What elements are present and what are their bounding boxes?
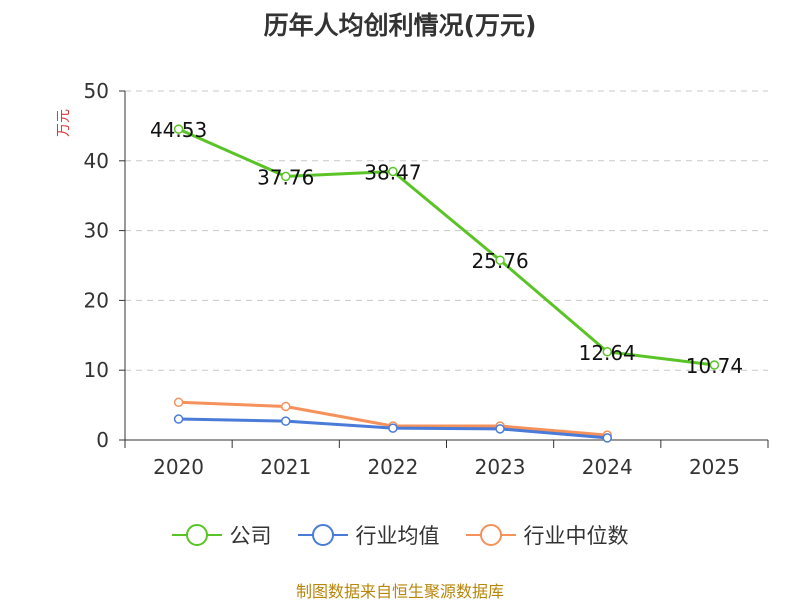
series-line-0 — [177, 127, 715, 367]
legend-label-industry-mean: 行业均值 — [355, 524, 440, 548]
series-lines — [173, 124, 720, 443]
data-label: 25.76 — [471, 249, 528, 273]
data-label: 37.76 — [257, 165, 314, 189]
data-point — [388, 423, 398, 433]
legend-item-company[interactable]: 公司 — [171, 520, 272, 550]
chart-title: 历年人均创利情况(万元) — [263, 11, 537, 40]
legend-item-industry-mean[interactable]: 行业均值 — [297, 520, 440, 550]
legend-company-marker-icon — [171, 523, 222, 547]
data-point — [495, 255, 505, 265]
data-labels: 44.53 37.76 38.47 25.76 12.64 10.74 — [150, 118, 743, 378]
data-point — [173, 397, 184, 408]
legend-industry-median-marker-icon — [465, 523, 516, 547]
data-point — [281, 171, 291, 182]
x-tick-label-2020: 2020 — [153, 455, 204, 479]
x-tick-label-2022: 2022 — [367, 455, 418, 479]
x-tick-label-2025: 2025 — [689, 455, 740, 479]
data-label: 44.53 — [150, 118, 207, 142]
y-tick-label: 20 — [84, 288, 109, 312]
data-label: 10.74 — [686, 354, 743, 378]
y-tick-label: 40 — [84, 149, 109, 173]
y-tick-label: 10 — [84, 358, 109, 382]
data-label: 12.64 — [579, 341, 636, 365]
x-tick-label-2023: 2023 — [475, 455, 526, 479]
y-tick-label: 30 — [84, 219, 109, 243]
legend: 公司 行业均值 行业中位数 — [0, 520, 800, 550]
data-point — [495, 424, 505, 434]
data-point — [281, 416, 291, 426]
x-tick-label-2024: 2024 — [582, 455, 633, 479]
data-point — [709, 360, 720, 370]
legend-industry-mean-marker-icon — [297, 523, 348, 547]
data-point — [173, 124, 184, 134]
y-axis-label: 万元 — [56, 109, 72, 137]
data-point — [602, 347, 612, 357]
source-note: 制图数据来自恒生聚源数据库 — [295, 582, 504, 601]
x-tick-label-2021: 2021 — [260, 455, 311, 479]
data-point — [602, 433, 612, 443]
data-point — [281, 401, 291, 412]
data-point — [388, 166, 398, 177]
axes: 0 10 20 30 40 50 2020 2021 2022 2023 2024 2025 — [84, 79, 769, 479]
y-tick-label: 0 — [96, 428, 109, 452]
gridlines — [125, 90, 768, 371]
data-point — [173, 414, 184, 424]
legend-label-industry-median: 行业中位数 — [523, 524, 629, 548]
legend-label-company: 公司 — [229, 524, 272, 548]
data-label: 38.47 — [364, 160, 421, 184]
legend-item-industry-median[interactable]: 行业中位数 — [465, 520, 629, 550]
y-tick-label: 50 — [84, 79, 109, 103]
